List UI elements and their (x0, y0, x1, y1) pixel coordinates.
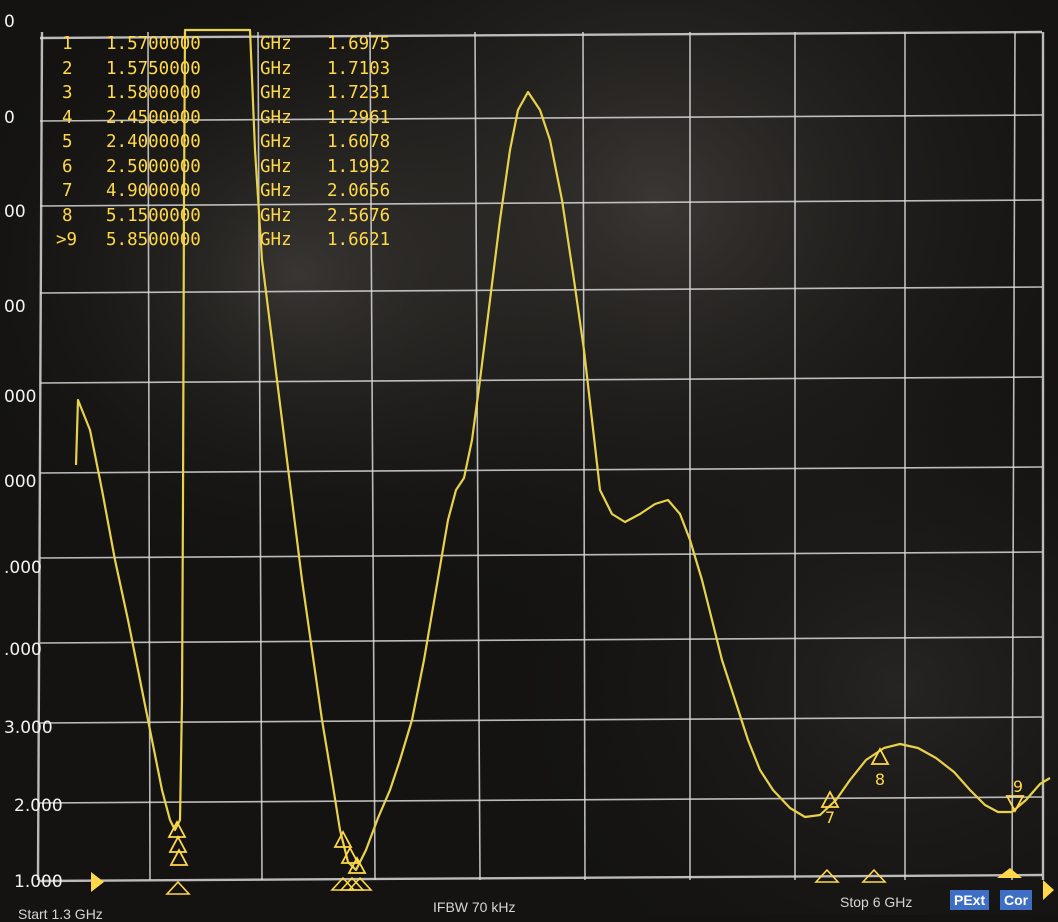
marker-num: 5 (62, 132, 73, 152)
bottom-marker-indicator (347, 876, 373, 891)
y-tick-label: 00 (4, 202, 26, 222)
marker-unit: GHz (260, 132, 292, 152)
marker-num: 3 (62, 83, 73, 103)
marker-unit: GHz (260, 34, 292, 54)
marker-num: 7 (62, 181, 73, 201)
marker-freq: 1.5750000 (106, 58, 201, 79)
bottom-marker-indicator (814, 868, 840, 883)
ifbw-label: IFBW 70 kHz (433, 899, 516, 915)
marker-9-glyph[interactable] (1005, 795, 1025, 813)
grid-line (36, 31, 44, 881)
marker-num: >9 (56, 230, 78, 250)
grid-line (39, 466, 1043, 474)
marker-8-glyph[interactable] (870, 747, 890, 765)
y-tick-label: 0 (4, 108, 15, 128)
marker-9-label: 9 (1013, 777, 1023, 796)
grid-line (369, 31, 376, 881)
stop-frequency: Stop 6 GHz (840, 894, 913, 910)
marker-value: 1.2961 (327, 107, 391, 128)
marker-value: 2.5676 (327, 205, 391, 226)
grid-line (1011, 31, 1016, 881)
marker-freq: 4.9000000 (106, 181, 201, 201)
grid-line (39, 286, 1043, 294)
marker-freq: 2.4000000 (106, 132, 201, 152)
grid-line (39, 114, 1043, 122)
marker-unit: GHz (260, 181, 292, 201)
marker-num: 1 (62, 34, 73, 54)
marker-unit: GHz (260, 58, 292, 79)
marker-unit: GHz (260, 156, 292, 177)
y-tick-label: 0 (4, 12, 15, 32)
marker-value: 1.7231 (327, 83, 391, 103)
grid-line (39, 636, 1043, 644)
grid-line (474, 31, 481, 881)
marker-value: 1.6078 (327, 132, 391, 152)
marker-8-label: 8 (875, 770, 885, 789)
marker-num: 4 (62, 107, 73, 128)
plot-grid (36, 30, 1045, 883)
bottom-marker-indicator (165, 880, 191, 895)
marker-6-glyph[interactable] (347, 856, 367, 874)
y-tick-label: 1.000 (14, 872, 63, 892)
y-tick-label: 000 (4, 472, 37, 492)
right-edge-arrow (1043, 880, 1054, 900)
marker-freq: 5.8500000 (106, 230, 201, 250)
correction-badge[interactable]: Cor (1000, 890, 1033, 910)
marker-num: 6 (62, 156, 73, 177)
marker-freq: 1.5700000 (106, 34, 201, 54)
marker-num: 2 (62, 58, 73, 79)
marker-freq: 1.5800000 (106, 83, 201, 103)
start-frequency: Start 1.3 GHz (18, 906, 103, 922)
marker-value: 1.1992 (327, 156, 391, 177)
grid-line (147, 31, 151, 881)
grid-line (39, 30, 1043, 40)
marker-7-glyph[interactable] (820, 790, 840, 808)
marker-unit: GHz (260, 230, 292, 250)
grid-line (39, 796, 1043, 804)
grid-line (39, 199, 1043, 207)
grid-line (39, 716, 1043, 724)
active-marker-indicator (997, 868, 1022, 878)
marker-value: 1.6621 (327, 230, 391, 250)
marker-7-label: 7 (825, 808, 835, 827)
marker-value: 2.0656 (327, 181, 391, 201)
marker-value: 1.7103 (327, 58, 391, 79)
y-tick-label: 2.000 (14, 796, 63, 816)
y-tick-label: .000 (4, 558, 42, 578)
marker-num: 8 (62, 205, 73, 226)
marker-3-glyph[interactable] (169, 848, 189, 866)
y-tick-label: 3.000 (4, 718, 53, 738)
marker-4-glyph[interactable] (340, 846, 360, 864)
marker-freq: 2.5000000 (106, 156, 201, 177)
trace-markers: 7 8 9 (167, 747, 1025, 874)
y-tick-label: .000 (4, 640, 42, 660)
bottom-marker-indicators (165, 868, 887, 895)
vswr-trace (74, 28, 1051, 872)
marker-unit: GHz (260, 205, 292, 226)
grid-line (582, 31, 586, 881)
y-tick-label: 000 (4, 387, 37, 407)
grid-line (257, 31, 263, 881)
marker-unit: GHz (260, 83, 292, 103)
marker-value: 1.6975 (327, 34, 391, 54)
y-tick-label: 00 (4, 297, 26, 317)
reference-level-arrow (91, 872, 104, 892)
port-extension-badge[interactable]: PExt (950, 890, 990, 910)
marker-freq: 5.1500000 (106, 205, 201, 226)
grid-line (39, 873, 1043, 883)
grid-line (39, 551, 1043, 559)
bottom-marker-indicator (861, 868, 887, 883)
marker-5-glyph[interactable] (333, 830, 353, 848)
marker-unit: GHz (260, 107, 292, 128)
marker-freq: 2.4500000 (106, 107, 201, 128)
grid-line (39, 376, 1043, 384)
